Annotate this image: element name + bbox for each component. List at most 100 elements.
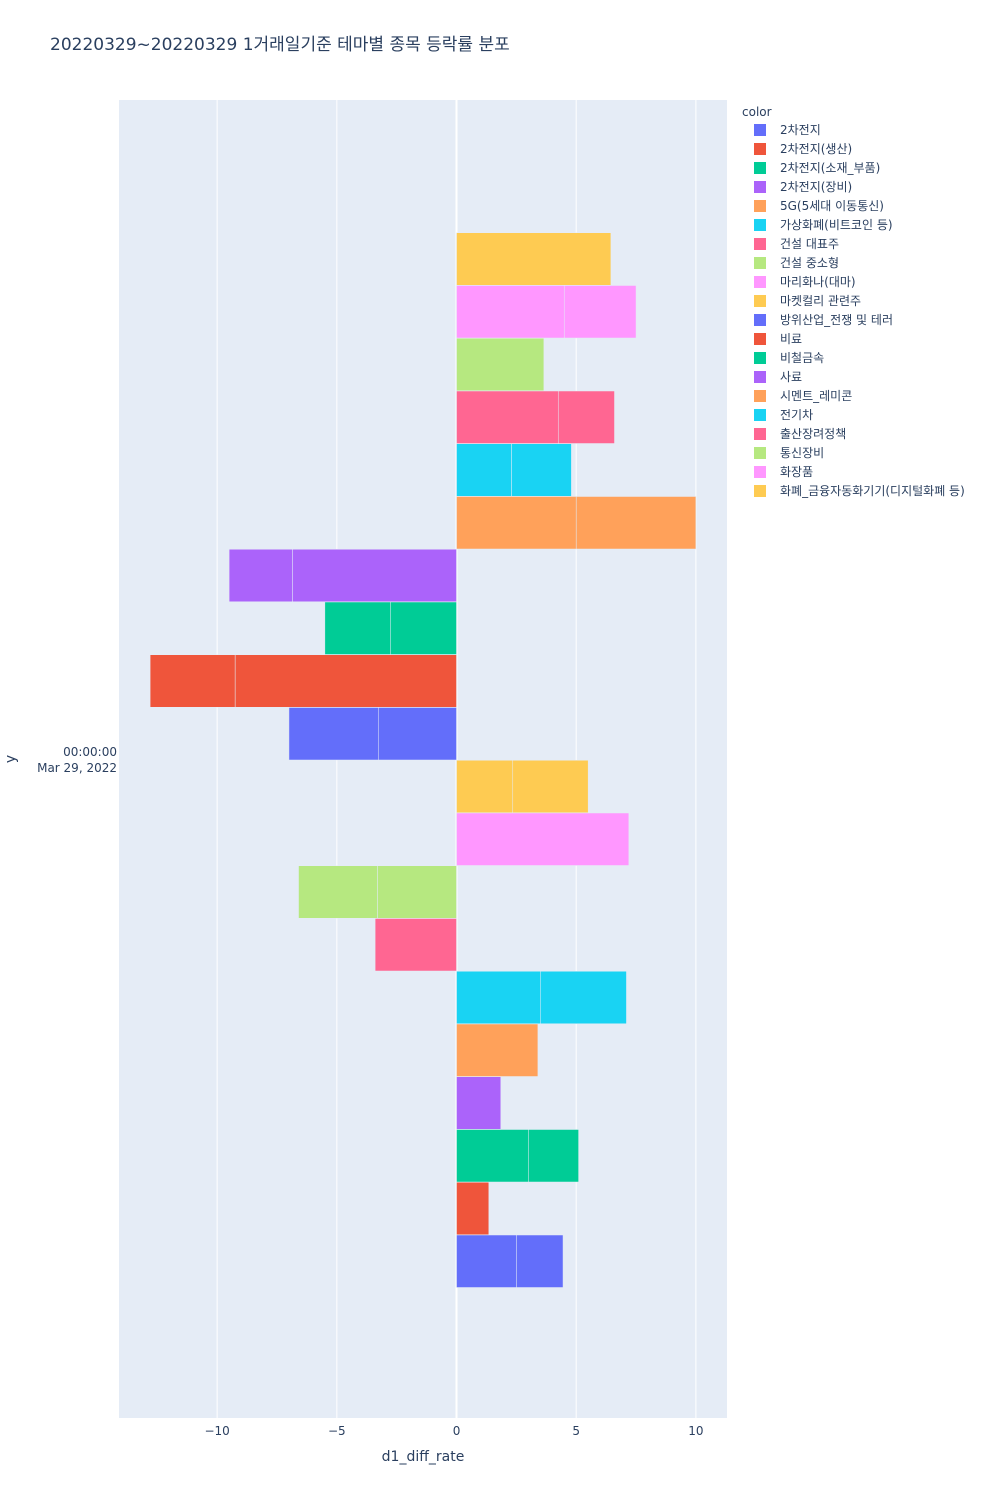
legend-item[interactable]: 방위산업_전쟁 및 테러 [754, 313, 893, 327]
legend-item[interactable]: 5G(5세대 이동통신) [754, 199, 884, 213]
legend-item[interactable]: 비철금속 [754, 351, 824, 365]
legend-label: 건설 대표주 [780, 237, 839, 251]
bar-series [374, 918, 457, 972]
bar-series [456, 760, 589, 813]
bar-segment[interactable] [511, 443, 572, 497]
legend-label: 비료 [780, 332, 802, 346]
x-tick-label: −5 [328, 1424, 346, 1438]
bar-series [456, 443, 572, 497]
legend[interactable]: 2차전지 2차전지(생산) 2차전지(소재_부품) 2차전지(장비) 5G(5세대 이동… [754, 123, 965, 498]
x-tick-labels: −10 −5 0 5 10 [204, 1424, 703, 1438]
bar-series [288, 707, 457, 761]
bar-segment[interactable] [456, 285, 565, 339]
bar-series [456, 812, 630, 866]
legend-item[interactable]: 가상화폐(비트코인 등) [754, 218, 893, 232]
bar-segment[interactable] [377, 865, 457, 919]
legend-swatch [754, 447, 766, 459]
legend-item[interactable]: 마켓컬리 관련주 [754, 294, 861, 308]
legend-label: 2차전지(생산) [780, 142, 852, 156]
legend-swatch [754, 162, 766, 174]
legend-label: 통신장비 [780, 446, 824, 460]
bar-series [456, 390, 615, 444]
legend-swatch [754, 352, 766, 364]
chart-title: 20220329~20220329 1거래일기준 테마별 종목 등락률 분포 [50, 35, 510, 55]
legend-swatch [754, 314, 766, 326]
bar-series [456, 1023, 539, 1077]
bar-segment[interactable] [324, 601, 391, 655]
bar-segment[interactable] [456, 1234, 517, 1288]
legend-item[interactable]: 시멘트_레미콘 [754, 389, 852, 403]
bar-segment[interactable] [292, 549, 457, 602]
bar-segment[interactable] [456, 1076, 502, 1130]
bar-segment[interactable] [234, 654, 457, 708]
bar-segment[interactable] [149, 654, 236, 708]
legend-label: 화폐_금융자동화기기(디지털화폐 등) [780, 484, 965, 498]
bar-series [456, 232, 612, 286]
bar-segment[interactable] [374, 918, 457, 972]
bar-segment[interactable] [456, 1129, 529, 1183]
legend-item[interactable]: 출산장려정책 [754, 426, 846, 441]
bar-segment[interactable] [298, 865, 378, 919]
legend-item[interactable]: 건설 중소형 [754, 256, 839, 270]
bar-segment[interactable] [456, 496, 577, 550]
legend-swatch [754, 390, 766, 402]
legend-label: 비철금속 [780, 351, 824, 365]
bar-segment[interactable] [456, 390, 559, 444]
x-tick-label: 0 [453, 1424, 461, 1438]
legend-swatch [754, 219, 766, 231]
bar-segment[interactable] [456, 971, 541, 1024]
x-tick-label: 5 [572, 1424, 580, 1438]
bar-segment[interactable] [512, 760, 589, 813]
bar-series [149, 654, 457, 708]
bar-segment[interactable] [528, 1129, 579, 1183]
bar-segment[interactable] [228, 549, 293, 602]
bar-segment[interactable] [456, 443, 512, 497]
legend-item[interactable]: 건설 대표주 [754, 237, 839, 251]
bar-segment[interactable] [390, 601, 457, 655]
bar-series [456, 1076, 502, 1130]
legend-swatch [754, 143, 766, 155]
legend-item[interactable]: 화폐_금융자동화기기(디지털화폐 등) [754, 484, 965, 498]
legend-label: 건설 중소형 [780, 256, 839, 270]
bar-segment[interactable] [456, 812, 630, 866]
bar-segment[interactable] [456, 232, 612, 286]
legend-label: 5G(5세대 이동통신) [780, 199, 884, 213]
legend-label: 사료 [780, 370, 802, 384]
bar-segment[interactable] [557, 390, 615, 444]
legend-item[interactable]: 화장품 [754, 465, 813, 479]
legend-swatch [754, 428, 766, 440]
legend-item[interactable]: 사료 [754, 370, 802, 384]
legend-item[interactable]: 2차전지(생산) [754, 142, 852, 156]
bar-segment[interactable] [456, 1023, 539, 1077]
bar-segment[interactable] [378, 707, 457, 761]
y-tick-label-time: 00:00:00 [63, 745, 117, 759]
legend-label: 가상화폐(비트코인 등) [780, 218, 893, 232]
bar-segment[interactable] [456, 760, 514, 813]
y-tick-label-date: Mar 29, 2022 [37, 761, 117, 775]
bar-segment[interactable] [516, 1234, 564, 1288]
bar-series [456, 285, 637, 339]
legend-swatch [754, 485, 766, 497]
bars-group [149, 232, 697, 1288]
legend-item[interactable]: 전기차 [754, 408, 813, 422]
bar-segment[interactable] [540, 971, 627, 1024]
x-axis-title: d1_diff_rate [382, 1449, 465, 1465]
legend-swatch [754, 333, 766, 345]
bar-segment[interactable] [575, 496, 697, 550]
legend-swatch [754, 371, 766, 383]
legend-item[interactable]: 2차전지 [754, 123, 821, 137]
legend-item[interactable]: 비료 [754, 332, 802, 346]
bar-segment[interactable] [456, 338, 545, 391]
bar-segment[interactable] [563, 285, 637, 339]
legend-label: 시멘트_레미콘 [780, 389, 852, 403]
legend-item[interactable]: 2차전지(소재_부품) [754, 161, 880, 175]
legend-item[interactable]: 통신장비 [754, 446, 824, 460]
bar-segment[interactable] [288, 707, 379, 761]
bar-segment[interactable] [456, 1182, 490, 1235]
legend-item[interactable]: 마리화나(대마) [754, 275, 856, 289]
legend-swatch [754, 181, 766, 193]
legend-item[interactable]: 2차전지(장비) [754, 180, 852, 194]
x-tick-label: −10 [204, 1424, 229, 1438]
legend-swatch [754, 238, 766, 250]
